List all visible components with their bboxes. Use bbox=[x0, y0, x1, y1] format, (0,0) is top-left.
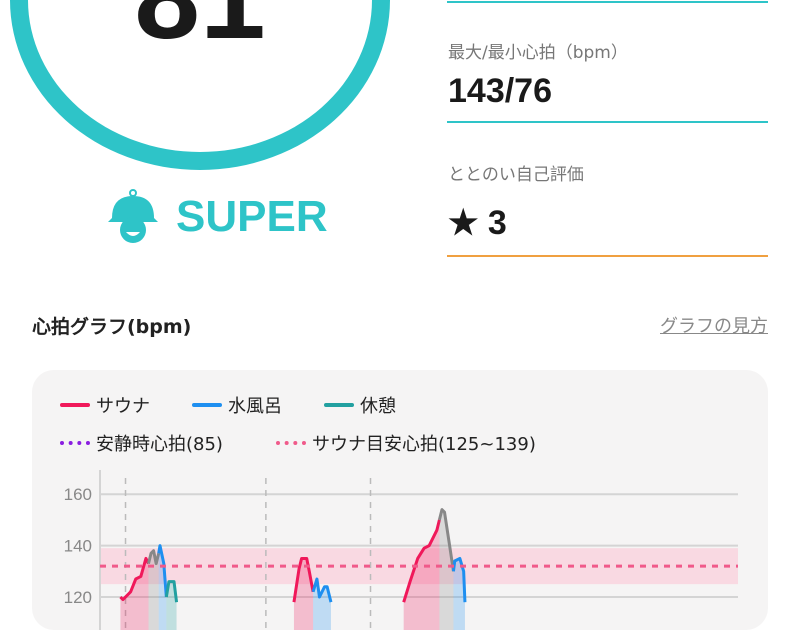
section-title: 心拍グラフ(bpm) bbox=[32, 316, 192, 338]
legend-resting-hr: 安静時心拍(85) bbox=[60, 430, 223, 456]
max-min-hr-label: 最大/最小心拍（bpm） bbox=[448, 43, 628, 63]
y-tick-label: 140 bbox=[64, 537, 92, 556]
divider bbox=[447, 255, 768, 257]
legend-water: 水風呂 bbox=[192, 392, 282, 418]
legend-sauna: サウナ bbox=[60, 392, 150, 418]
divider bbox=[447, 1, 768, 3]
other-line bbox=[147, 549, 161, 566]
water-line bbox=[157, 544, 168, 598]
sauna-hat-icon bbox=[108, 189, 158, 243]
heart-rate-chart-card: サウナ 水風呂 休憩 安静時心拍(85) サウナ目安心拍(125~139) 16… bbox=[32, 370, 768, 630]
y-tick-label: 160 bbox=[64, 485, 92, 504]
water-line bbox=[451, 556, 467, 603]
rating-label: ととのい自己評価 bbox=[448, 165, 584, 185]
legend-rest: 休憩 bbox=[324, 392, 396, 418]
grade-label: SUPER bbox=[176, 192, 328, 241]
score-value: 81 bbox=[0, 0, 400, 66]
sauna-line bbox=[292, 556, 315, 603]
graph-help-link[interactable]: グラフの見方 bbox=[660, 316, 768, 337]
legend-target-hr: サウナ目安心拍(125~139) bbox=[276, 430, 536, 456]
rating-value: ★ 3 bbox=[448, 204, 507, 242]
other-line bbox=[437, 508, 455, 572]
divider bbox=[447, 121, 768, 123]
grade-badge: SUPER bbox=[104, 188, 328, 246]
water-line bbox=[311, 577, 333, 603]
max-min-hr-value: 143/76 bbox=[448, 72, 552, 110]
sauna-line bbox=[402, 519, 441, 603]
rest-line bbox=[164, 580, 179, 603]
heart-rate-chart: 160 140 120 bbox=[64, 470, 738, 630]
y-tick-label: 120 bbox=[64, 588, 92, 607]
